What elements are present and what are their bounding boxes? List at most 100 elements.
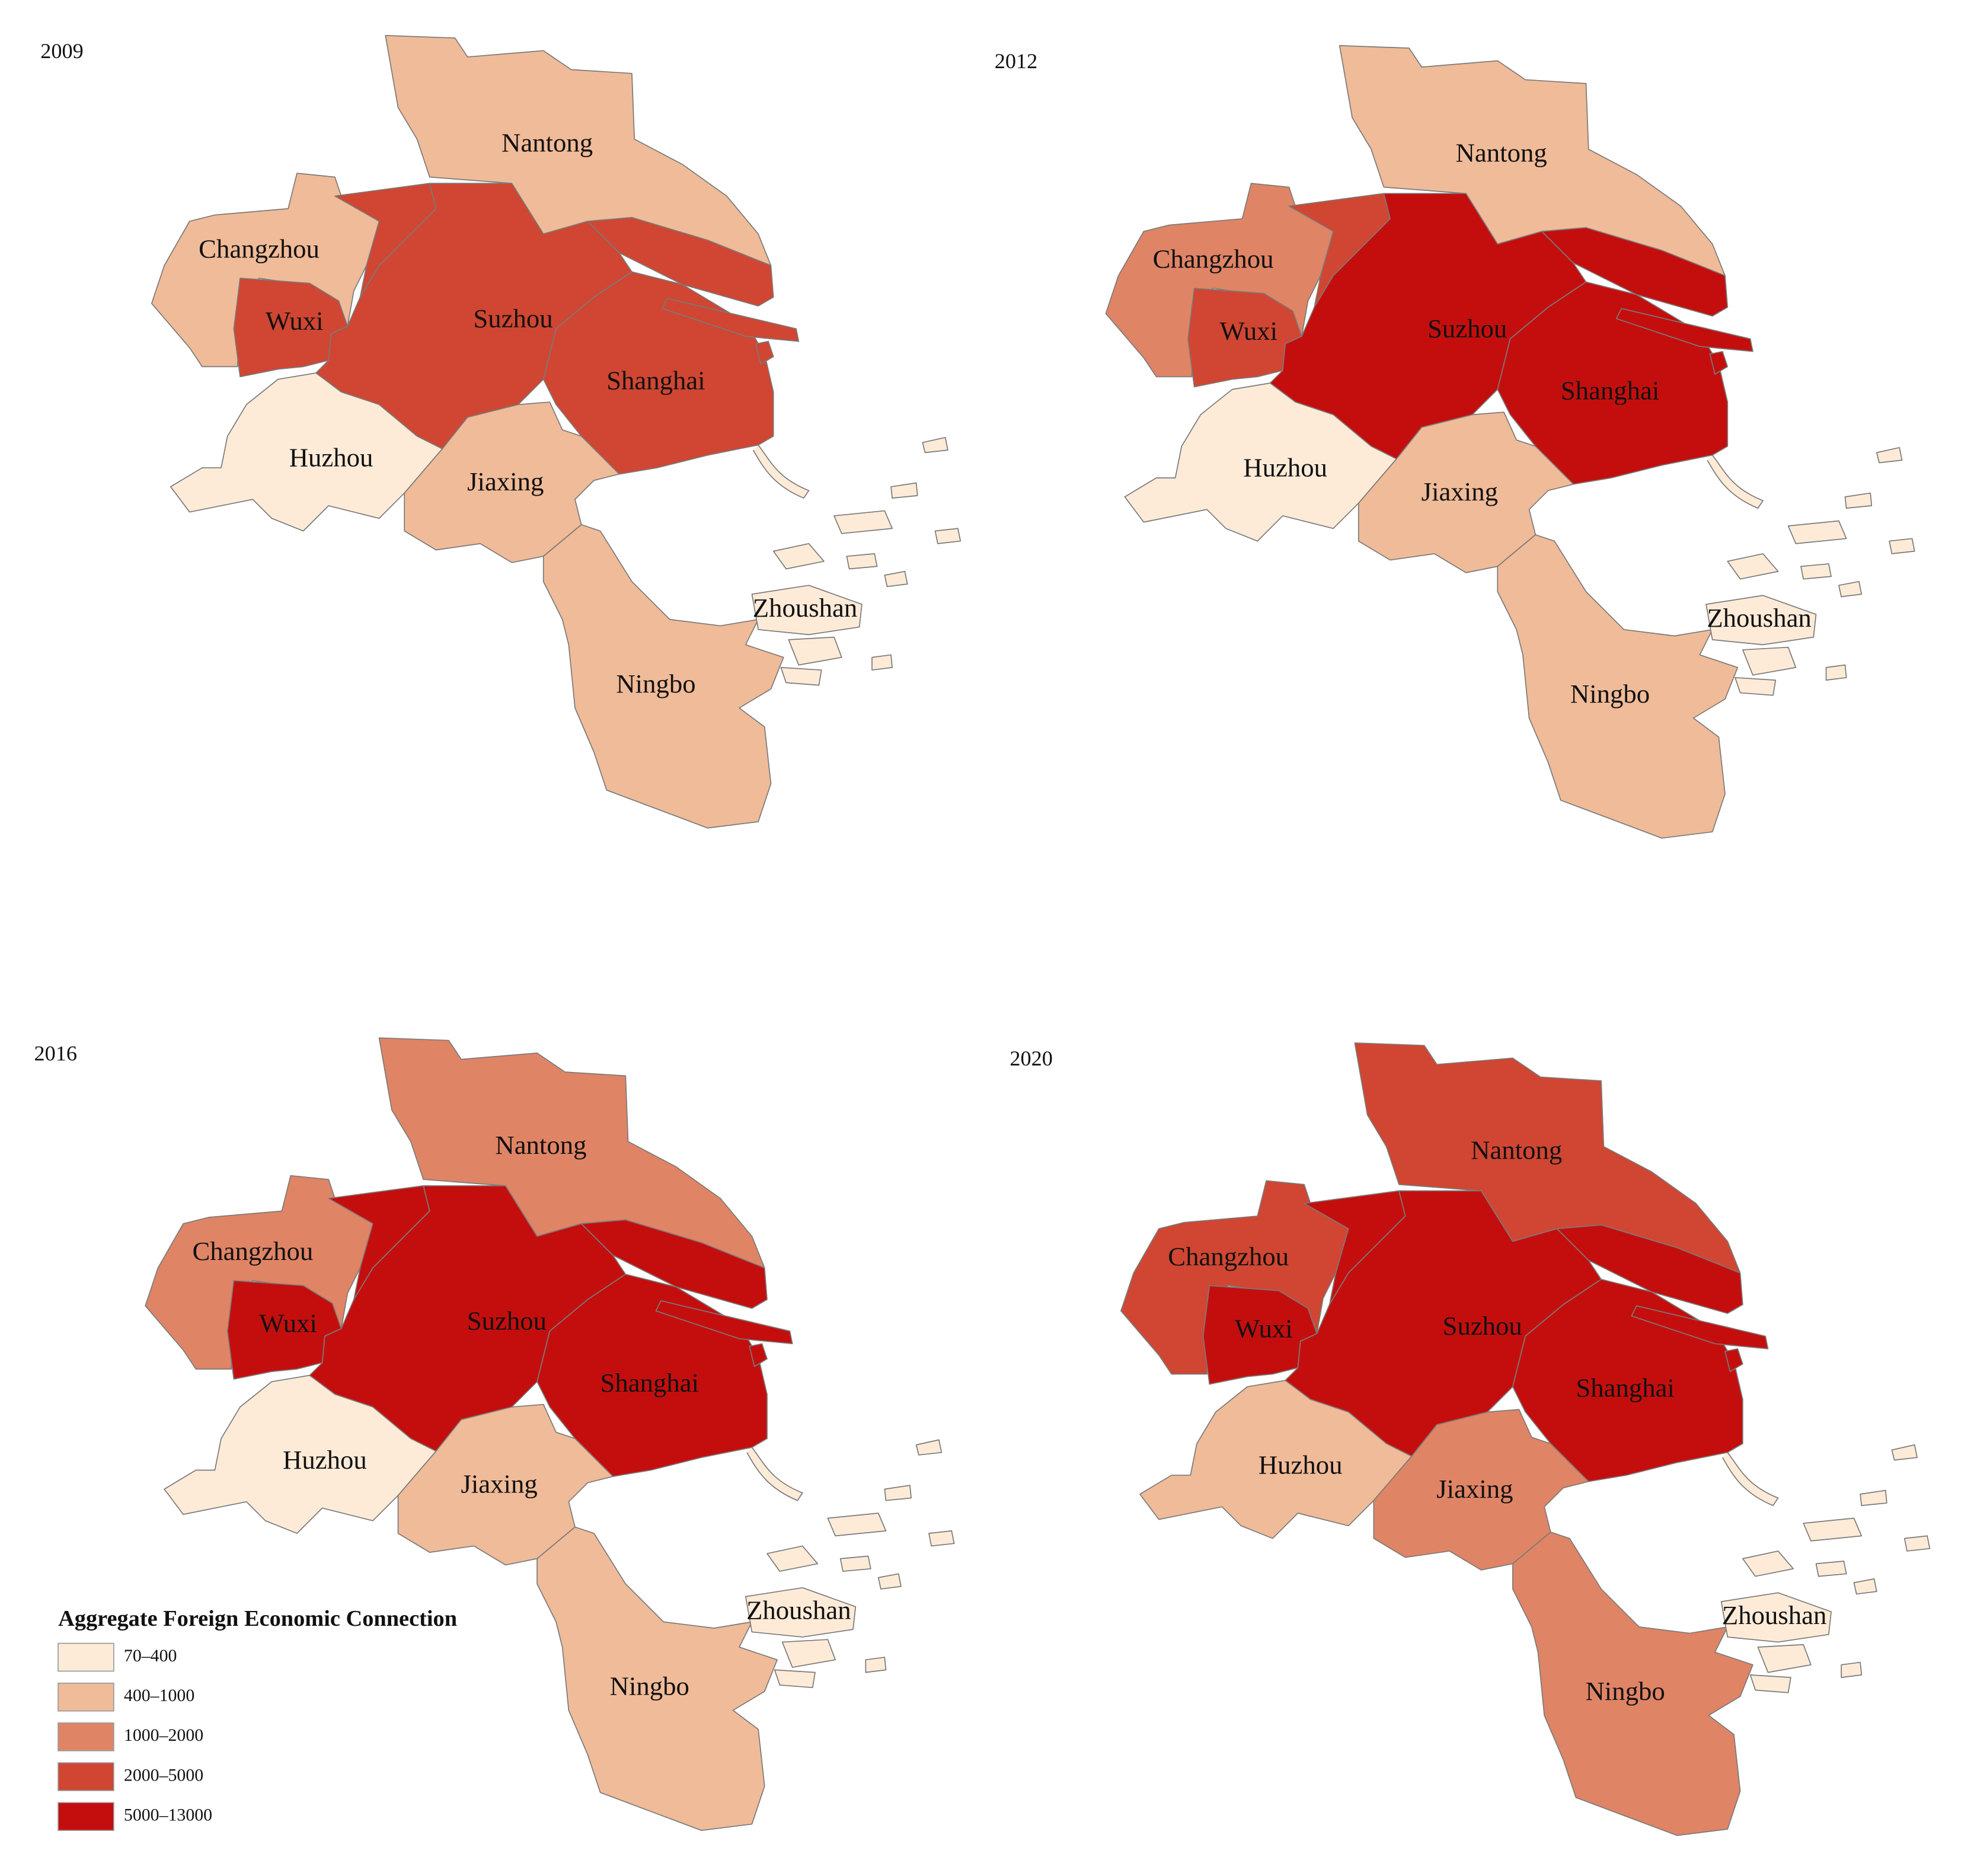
river	[746, 1447, 804, 1501]
region	[745, 1439, 955, 1689]
river	[1707, 455, 1764, 509]
region-shape	[772, 543, 825, 570]
region-shape	[1720, 1592, 1832, 1643]
region-shape	[1825, 664, 1847, 681]
region-shape	[749, 1343, 768, 1367]
region-shape	[404, 401, 620, 563]
region-label: Wuxi	[1235, 1313, 1293, 1343]
region-shape	[1787, 520, 1847, 544]
region	[1497, 534, 1739, 839]
region-label: Changzhou	[199, 234, 320, 264]
region	[1512, 1224, 1769, 1482]
region-label: Nantong	[1471, 1135, 1562, 1165]
region-shape	[1541, 227, 1729, 317]
region	[1720, 1444, 1931, 1693]
region-label: Wuxi	[266, 306, 324, 336]
region	[536, 1526, 778, 1831]
region-shape	[839, 1555, 871, 1572]
legend-label: 2000–5000	[124, 1765, 203, 1785]
region-shape	[1838, 580, 1863, 598]
region-label: Suzhou	[1443, 1311, 1522, 1341]
region-shape	[1556, 1224, 1743, 1315]
region-shape	[1749, 1674, 1791, 1693]
region	[385, 34, 772, 266]
region-shape	[1903, 1535, 1931, 1552]
region-shape	[781, 1639, 836, 1668]
map-year: 2009	[40, 39, 83, 63]
region-label: Jiaxing	[1422, 477, 1498, 506]
region-shape	[871, 654, 893, 671]
region-label: Changzhou	[192, 1236, 313, 1266]
region-shape	[1373, 1409, 1589, 1571]
region-shape	[877, 1573, 902, 1590]
region-label: Suzhou	[473, 304, 552, 333]
region	[1705, 446, 1915, 696]
map-year: 2012	[995, 49, 1037, 73]
region-shape	[1727, 553, 1779, 580]
region-label: Zhoushan	[746, 1596, 851, 1625]
region-shape	[397, 1403, 614, 1566]
region-shape	[1735, 677, 1777, 696]
region	[536, 1219, 793, 1478]
region	[1357, 411, 1574, 573]
region	[170, 372, 443, 532]
region	[1339, 45, 1726, 276]
map-year: 2016	[34, 1042, 77, 1065]
region-shape	[1631, 1305, 1769, 1349]
region-shape	[580, 1219, 768, 1309]
region-shape	[655, 1300, 793, 1345]
region-shape	[922, 436, 948, 454]
map-panel: 2009 Nantong Changzhou Wuxi Suzhou Shanghai Hu…	[40, 34, 962, 829]
region-shape	[542, 524, 784, 829]
legend-swatch	[58, 1722, 114, 1751]
region-label: Huzhou	[289, 442, 373, 472]
region-label: Wuxi	[1219, 316, 1277, 346]
region	[542, 524, 784, 829]
map-year: 2020	[1010, 1047, 1052, 1070]
map-panel: 2012 Nantong Changzhou Wuxi Suzhou Shanghai Hu…	[995, 45, 1915, 839]
region-label: Ningbo	[616, 669, 695, 698]
legend-swatch	[58, 1682, 114, 1712]
region-label: Ningbo	[610, 1671, 689, 1701]
region-label: Ningbo	[1570, 679, 1650, 709]
region-label: Zhoushan	[753, 593, 858, 623]
region	[542, 216, 800, 475]
region-shape	[1354, 1042, 1741, 1274]
map-panel: 2020 Nantong Changzhou Wuxi Suzhou Shanghai Hu…	[1010, 1042, 1931, 1836]
region-shape	[1709, 350, 1729, 375]
region-label: Ningbo	[1585, 1676, 1665, 1706]
region-shape	[1512, 1532, 1753, 1836]
region-shape	[1724, 1348, 1743, 1373]
region-shape	[884, 570, 908, 588]
region	[1373, 1409, 1589, 1571]
region-shape	[1757, 1644, 1812, 1673]
region-shape	[745, 1587, 857, 1638]
region	[233, 183, 437, 378]
region-label: Zhoushan	[1707, 603, 1812, 633]
region-shape	[1803, 1517, 1863, 1542]
region-label: Jiaxing	[1436, 1474, 1513, 1504]
region-shape	[1742, 646, 1797, 676]
region-shape	[1889, 538, 1915, 554]
region	[378, 1037, 765, 1269]
region	[1139, 1380, 1413, 1539]
legend-swatch	[58, 1642, 114, 1672]
region-shape	[662, 298, 800, 342]
region-shape	[934, 528, 962, 544]
region-label: Changzhou	[1153, 244, 1274, 274]
region-shape	[1815, 1561, 1847, 1577]
region-shape	[1876, 446, 1903, 464]
region-shape	[385, 34, 772, 266]
region-shape	[1800, 563, 1832, 580]
region	[404, 401, 620, 563]
region-label: Huzhou	[1243, 452, 1327, 482]
region-shape	[890, 482, 918, 499]
region-label: Jiaxing	[461, 1469, 537, 1499]
region-shape	[1705, 595, 1817, 646]
region-shape	[1139, 1380, 1413, 1539]
legend-swatch	[58, 1802, 114, 1831]
legend-label: 1000–2000	[124, 1725, 203, 1745]
region-shape	[1615, 308, 1753, 352]
region-shape	[1841, 1661, 1863, 1679]
